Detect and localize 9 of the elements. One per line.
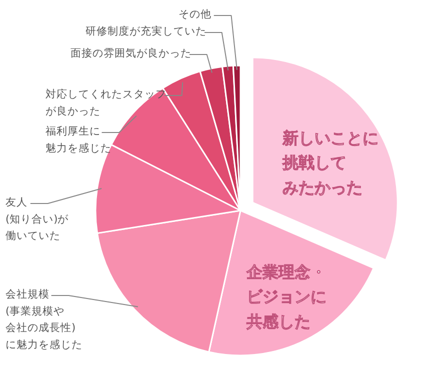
slice-label: 対応してくれたスタッフが良かった <box>46 88 166 118</box>
slice-label: その他 <box>178 8 212 20</box>
slice-label: 企業理念・ビジョンに共感した <box>246 262 326 331</box>
slice-label: 新しいことに挑戦してみたかった <box>282 128 378 197</box>
slice-label: 福利厚生に魅力を感じた <box>46 124 112 154</box>
slice-label: 面接の雰囲気が良かった <box>70 46 192 60</box>
slice-label: 研修制度が充実していた <box>86 24 206 38</box>
slice-label: 友人(知り合い)が働いていた <box>6 196 70 242</box>
slice-label: 会社規模(事業規模や会社の成長性)に魅力を感じた <box>6 288 82 351</box>
